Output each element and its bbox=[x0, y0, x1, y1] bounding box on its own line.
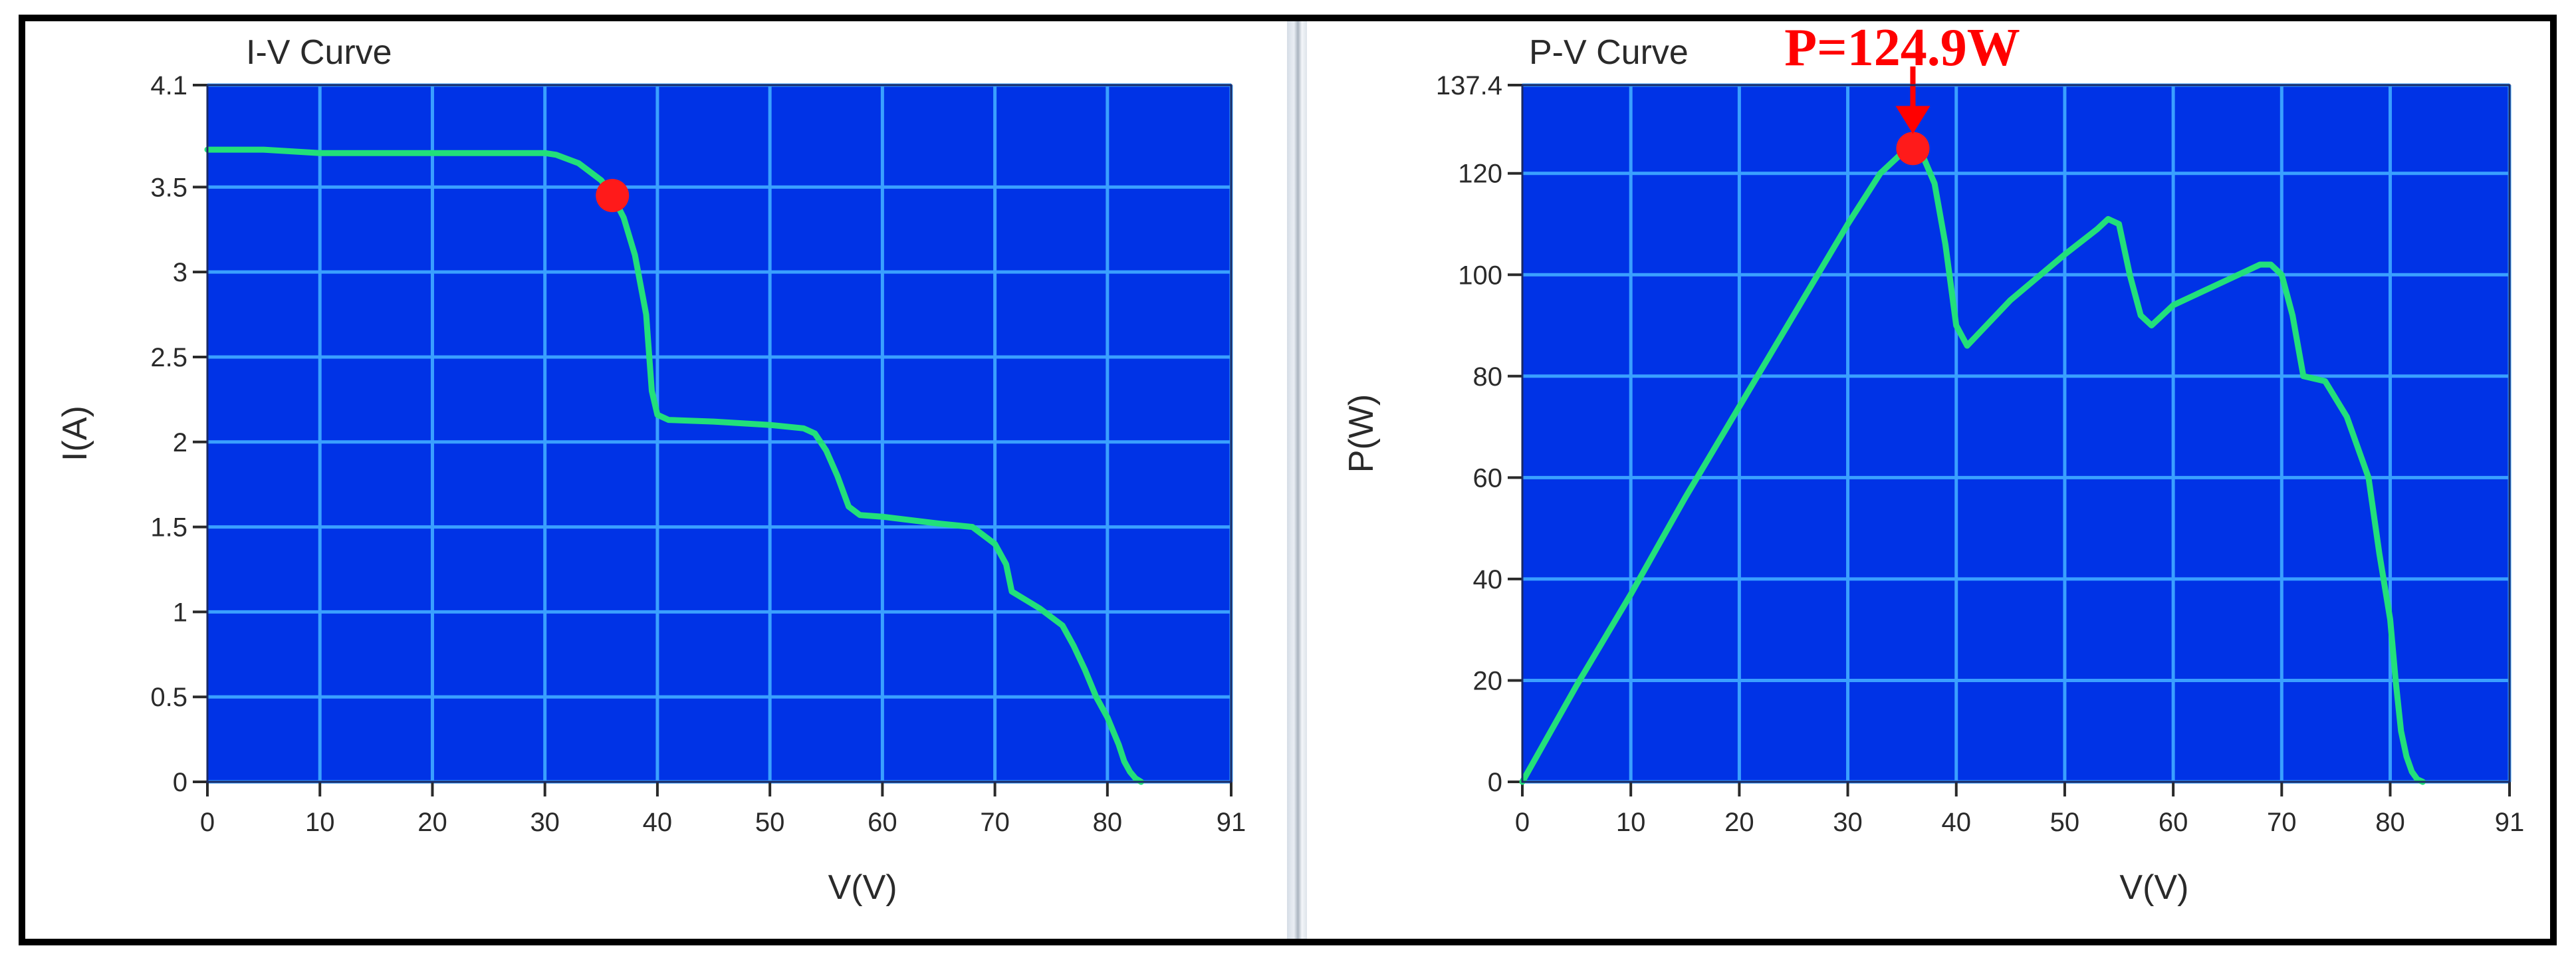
pv-mpp-marker bbox=[1896, 132, 1930, 166]
pv-plot-border bbox=[1521, 84, 2511, 783]
pv-x-axis-label: V(V) bbox=[2119, 868, 2188, 907]
iv-xtick-label: 70 bbox=[980, 808, 1010, 837]
iv-xtick-label: 20 bbox=[417, 808, 447, 837]
iv-series-line bbox=[204, 146, 1145, 785]
pv-xtick-label: 10 bbox=[1616, 808, 1646, 837]
iv-ytick-label: 4.1 bbox=[150, 71, 187, 100]
iv-ytick-label: 1 bbox=[173, 598, 187, 627]
pv-annotation-label: P=124.9W bbox=[1784, 19, 2020, 77]
pv-xtick-label: 50 bbox=[2050, 808, 2080, 837]
iv-ytick-label: 3 bbox=[173, 258, 187, 287]
iv-xtick-label: 50 bbox=[755, 808, 785, 837]
pv-y-axis-label: P(W) bbox=[1342, 394, 1381, 473]
pv-ytick-label: 0 bbox=[1488, 768, 1502, 797]
iv-ytick-label: 2.5 bbox=[150, 343, 187, 372]
pv-xtick-label: 91 bbox=[2495, 808, 2525, 837]
pv-ytick-label: 137.4 bbox=[1436, 71, 1502, 100]
iv-ytick-label: 2 bbox=[173, 428, 187, 457]
pv-plot-area bbox=[1522, 85, 2510, 782]
iv-xtick-label: 40 bbox=[643, 808, 673, 837]
panel-separator bbox=[1287, 21, 1307, 939]
iv-ytick-label: 0.5 bbox=[150, 683, 187, 712]
iv-xtick-label: 60 bbox=[868, 808, 897, 837]
pv-xtick-label: 30 bbox=[1833, 808, 1863, 837]
iv-xtick-label: 80 bbox=[1093, 808, 1123, 837]
pv-xtick-label: 40 bbox=[1941, 808, 1971, 837]
pv-ytick-label: 100 bbox=[1458, 261, 1502, 290]
pv-xtick-label: 60 bbox=[2159, 808, 2188, 837]
iv-chart: 0 0.5 1 1.5 2 2.5 3 3.5 4.1 0 10 20 30 40 50 60 70 80 91 I-… bbox=[56, 33, 1246, 907]
pv-chart-title: P-V Curve bbox=[1529, 33, 1689, 72]
pv-xtick-label: 80 bbox=[2375, 808, 2405, 837]
pv-ytick-label: 80 bbox=[1473, 362, 1503, 392]
iv-mpp-marker bbox=[596, 179, 630, 213]
iv-xtick-label: 0 bbox=[200, 808, 215, 837]
pv-xtick-label: 70 bbox=[2267, 808, 2297, 837]
iv-ytick-label: 3.5 bbox=[150, 173, 187, 202]
iv-xtick-label: 10 bbox=[305, 808, 335, 837]
pv-ytick-label: 120 bbox=[1458, 160, 1502, 189]
iv-plot-area bbox=[207, 85, 1231, 782]
iv-x-axis-label: V(V) bbox=[828, 868, 897, 907]
pv-annotation-arrow-head bbox=[1895, 106, 1931, 134]
iv-y-axis-label: I(A) bbox=[56, 406, 94, 461]
pv-ytick-label: 60 bbox=[1473, 463, 1503, 493]
pv-ytick-label: 40 bbox=[1473, 565, 1503, 594]
pv-ytick-label: 20 bbox=[1473, 666, 1503, 695]
pv-chart: 0 20 40 60 80 100 120 137.4 0 10 20 30 40 50 60 70 80 91 P… bbox=[1342, 19, 2524, 907]
pv-xtick-label: 0 bbox=[1515, 808, 1530, 837]
iv-xtick-label: 91 bbox=[1217, 808, 1246, 837]
iv-plot-border bbox=[206, 84, 1232, 783]
iv-ytick-label: 1.5 bbox=[150, 513, 187, 543]
pv-series-line bbox=[1519, 145, 2426, 785]
iv-xtick-label: 30 bbox=[530, 808, 560, 837]
pv-xtick-label: 20 bbox=[1724, 808, 1754, 837]
iv-ytick-label: 0 bbox=[173, 768, 187, 797]
iv-chart-title: I-V Curve bbox=[246, 33, 392, 72]
